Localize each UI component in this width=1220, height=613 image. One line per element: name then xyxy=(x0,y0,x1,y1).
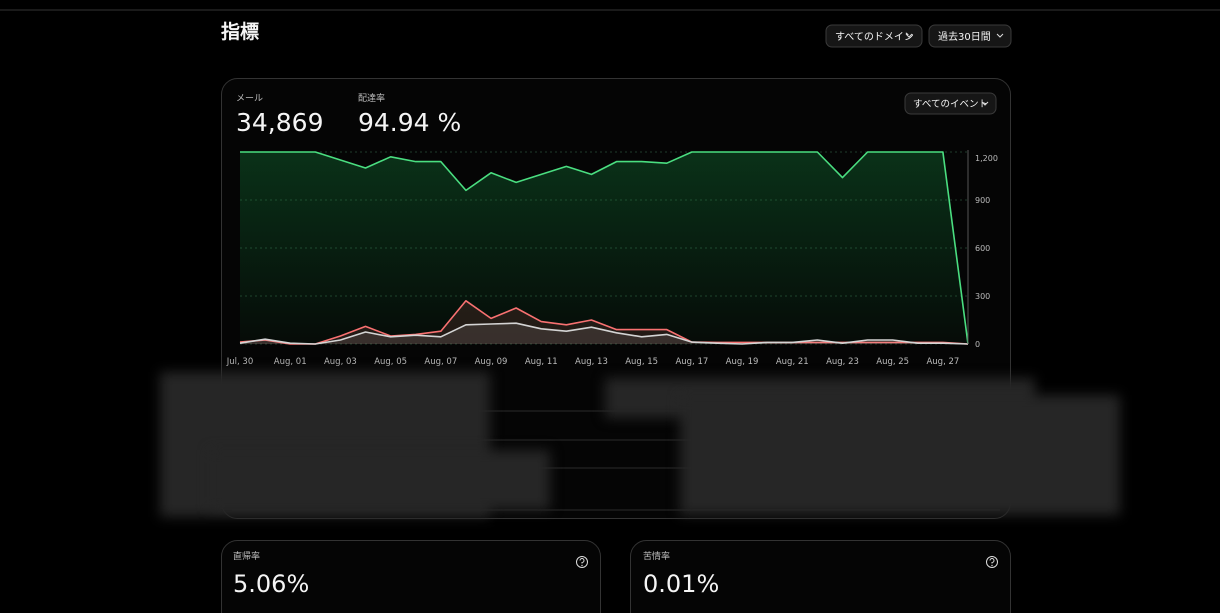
x-tick-label: Aug, 03 xyxy=(324,357,357,367)
metric-card xyxy=(221,540,601,613)
metric-card xyxy=(630,540,1011,613)
x-tick-label: Aug, 13 xyxy=(575,357,608,367)
x-tick-label: Jul, 30 xyxy=(226,357,253,367)
y-tick-label: 1,200 xyxy=(975,154,998,163)
stat-value: 94.94 % xyxy=(358,108,461,137)
x-tick-label: Aug, 19 xyxy=(726,357,759,367)
domain-filter-label[interactable]: すべてのドメイン xyxy=(835,31,914,43)
metric-value: 0.01% xyxy=(643,570,719,598)
stat-label: 配達率 xyxy=(358,92,385,104)
x-tick-label: Aug, 21 xyxy=(776,357,809,367)
event-filter[interactable]: すべてのイベント xyxy=(904,92,997,115)
x-tick-label: Aug, 25 xyxy=(876,357,909,367)
redacted-area xyxy=(210,450,550,510)
y-tick-label: 900 xyxy=(975,196,990,205)
chart: 0 300 600 900 1,200 Jul, 30 Aug, 01 Aug, 03 Aug,… xyxy=(226,151,998,367)
y-tick-label: 300 xyxy=(975,292,990,301)
x-tick-label: Aug, 01 xyxy=(274,357,307,367)
series-area xyxy=(240,323,968,344)
series-area xyxy=(240,300,968,344)
x-tick-label: Aug, 17 xyxy=(675,357,708,367)
x-tick-label: Aug, 23 xyxy=(826,357,859,367)
help-icon[interactable] xyxy=(576,556,588,568)
series-line xyxy=(239,322,969,345)
y-tick-label: 600 xyxy=(975,244,990,253)
redacted-area xyxy=(680,395,1120,515)
x-tick-label: Aug, 05 xyxy=(374,357,407,367)
metric-label: 苦情率 xyxy=(643,550,670,562)
page-title: 指標 xyxy=(221,20,259,43)
stat-value: 34,869 xyxy=(236,108,323,137)
x-tick-label: Aug, 11 xyxy=(525,357,558,367)
metric-value: 5.06% xyxy=(233,570,309,598)
x-tick-label: Aug, 09 xyxy=(475,357,508,367)
domain-filter[interactable]: すべてのドメイン xyxy=(825,24,923,48)
series-area xyxy=(240,152,968,344)
series-line xyxy=(240,151,969,345)
period-filter-label[interactable]: 過去30日間 xyxy=(938,31,991,43)
x-tick-label: Aug, 15 xyxy=(625,357,658,367)
y-tick-label: 0 xyxy=(975,340,980,349)
help-icon[interactable] xyxy=(986,556,998,568)
stat-label: メール xyxy=(236,94,263,104)
period-filter[interactable]: 過去30日間 xyxy=(928,24,1012,48)
event-filter-label[interactable]: すべてのイベント xyxy=(913,99,988,110)
x-tick-label: Aug, 07 xyxy=(424,357,457,367)
metric-label: 直帰率 xyxy=(233,550,260,562)
x-tick-label: Aug, 27 xyxy=(926,357,959,367)
